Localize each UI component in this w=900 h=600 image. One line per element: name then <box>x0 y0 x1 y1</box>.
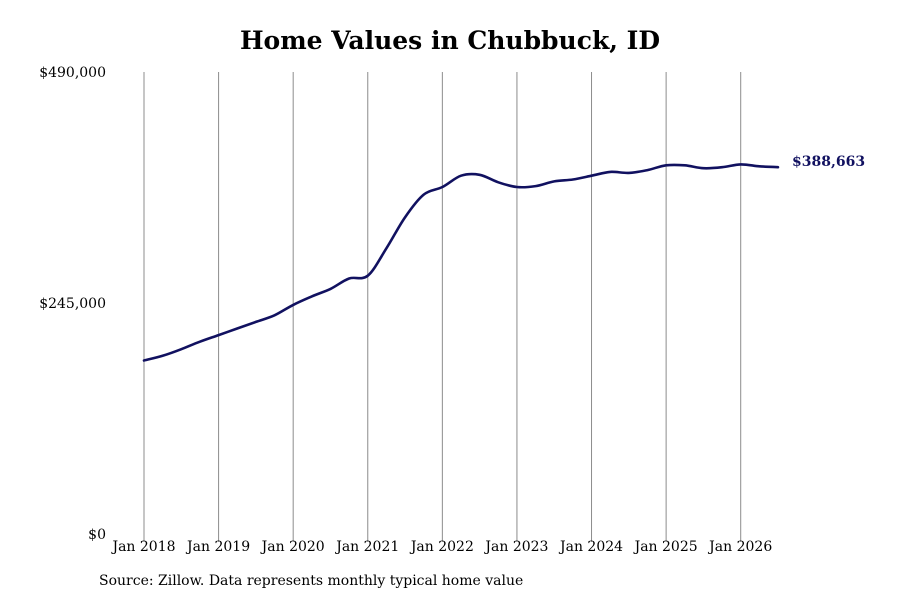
x-tick-label: Jan 2021 <box>334 539 399 555</box>
source-note: Source: Zillow. Data represents monthly … <box>99 573 524 589</box>
x-tick-label: Jan 2024 <box>558 539 623 555</box>
x-tick-label: Jan 2020 <box>260 539 325 555</box>
x-tick-label: Jan 2026 <box>707 539 772 555</box>
series-layer <box>142 163 780 362</box>
y-tick-label: $0 <box>88 527 106 543</box>
x-tick-label: Jan 2023 <box>483 539 548 555</box>
y-tick-label: $245,000 <box>39 296 106 312</box>
gridlines <box>143 72 742 542</box>
x-tick-label: Jan 2022 <box>409 539 474 555</box>
series-line <box>142 163 780 362</box>
end-label-layer: $388,663 <box>792 154 865 170</box>
y-tick-label: $490,000 <box>39 65 106 81</box>
x-tick-label: Jan 2019 <box>185 539 250 555</box>
y-axis-labels: $490,000 $245,000 $0 <box>39 65 106 543</box>
x-tick-label: Jan 2018 <box>110 539 175 555</box>
chart-title: Home Values in Chubbuck, ID <box>239 26 661 55</box>
end-value-label: $388,663 <box>792 154 865 170</box>
x-tick-label: Jan 2025 <box>633 539 698 555</box>
x-axis-labels: Jan 2018 Jan 2019 Jan 2020 Jan 2021 Jan 2022… <box>110 539 772 555</box>
